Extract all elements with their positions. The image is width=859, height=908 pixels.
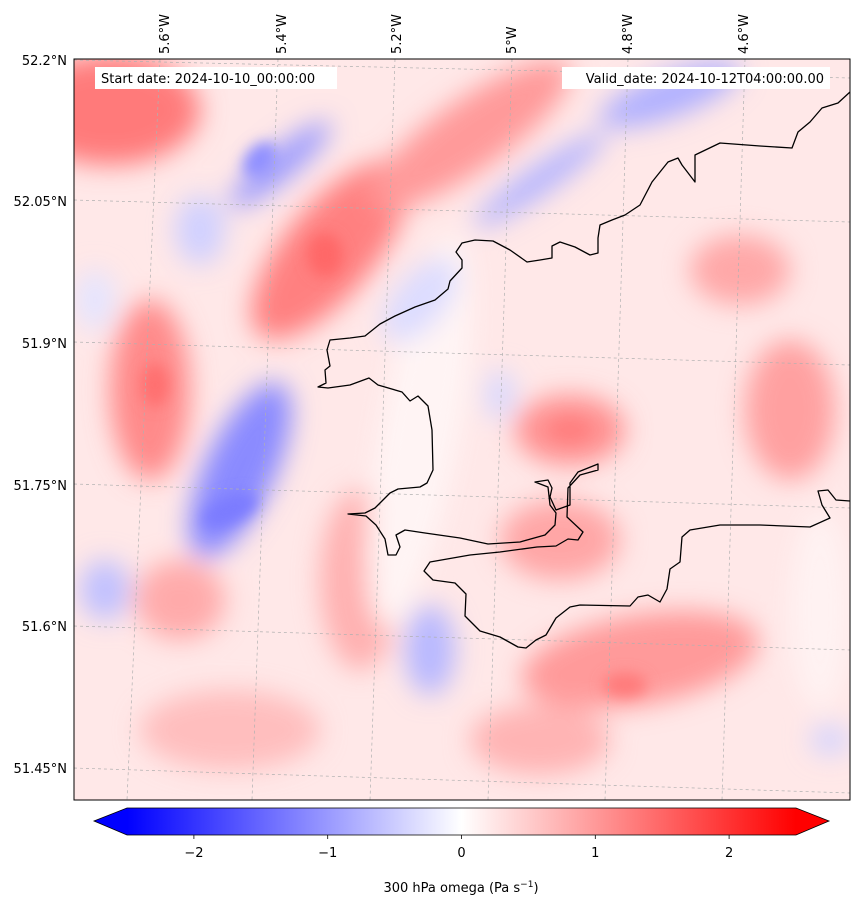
omega-core [141,363,169,407]
lat-tick-label: 51.45°N [14,762,67,777]
coastline-north [317,91,850,649]
lon-tick-label: 5°W [505,26,520,54]
coastlines [317,91,850,649]
lon-tick-label: 5.4°W [275,14,290,54]
omega-min-area [80,560,130,620]
lat-tick-label: 51.6°N [22,620,67,635]
omega-zero-area [790,510,850,710]
omega-min-area [175,195,225,265]
omega-field [74,59,850,775]
colorbar-tick-label: 2 [725,846,733,861]
omega-max-area [500,500,620,580]
map-frame [73,58,851,801]
lat-tick-label: 51.75°N [14,479,67,494]
latitude-labels: 52.2°N 52.05°N 51.9°N 51.75°N 51.6°N 51.… [14,54,67,777]
omega-max-area [690,235,790,305]
omega-max-area [135,560,225,640]
omega-min-area [485,370,515,420]
longitude-labels: 5.6°W 5.4°W 5.2°W 5°W 4.8°W 4.6°W [158,14,752,54]
lon-tick-label: 5.6°W [158,14,173,54]
colorbar-ramp [127,808,796,835]
omega-core [550,418,590,442]
lat-tick-label: 52.2°N [22,54,67,69]
map-plot-area: Start date: 2024-10-10_00:00:00 Valid_da… [74,59,850,800]
colorbar-tick-label: −1 [318,846,337,861]
omega-core [307,233,343,277]
omega-zero-area [367,232,473,628]
omega-core [603,673,647,697]
colorbar-outline [92,807,831,836]
colorbar-label: 300 hPa omega (Pa s−1) [383,880,538,896]
lon-tick-label: 4.6°W [737,14,752,54]
colorbar-extend-max [796,808,829,835]
omega-field-cores [141,142,647,697]
valid-date-label: Valid_date: 2024-10-12T04:00:00.00 [586,72,824,87]
graticule [74,59,850,800]
start-date-label: Start date: 2024-10-10_00:00:00 [101,72,315,87]
start-date-box: Start date: 2024-10-10_00:00:00 [95,67,337,89]
colorbar-tick-label: −2 [184,846,203,861]
omega-max-area [745,340,835,480]
omega-min-area [405,605,455,695]
omega-min-area [810,725,850,755]
omega-min-area [382,258,458,342]
valid-date-box: Valid_date: 2024-10-12T04:00:00.00 [562,67,830,89]
colorbar: −2 −1 0 1 2 300 hPa omega (Pa s−1) [92,807,831,896]
omega-max-area [521,611,759,709]
omega-min-area [229,121,331,209]
colorbar-tick-label: 0 [457,846,465,861]
start-date-background [95,67,337,89]
meridian-line [126,59,161,800]
lon-tick-label: 4.8°W [621,14,636,54]
colorbar-extend-min [94,808,127,835]
valid-date-background [562,67,830,89]
colorbar-ticks: −2 −1 0 1 2 [184,835,733,861]
lat-tick-label: 51.9°N [22,337,67,352]
omega-max-area [470,705,610,775]
omega-max-area [369,60,571,210]
omega-min-area [75,270,115,330]
lat-tick-label: 52.05°N [14,195,67,210]
omega-max-area [140,690,320,770]
omega-core [202,492,258,528]
colorbar-tick-label: 1 [591,846,599,861]
omega-core [243,142,277,178]
lon-tick-label: 5.2°W [390,14,405,54]
